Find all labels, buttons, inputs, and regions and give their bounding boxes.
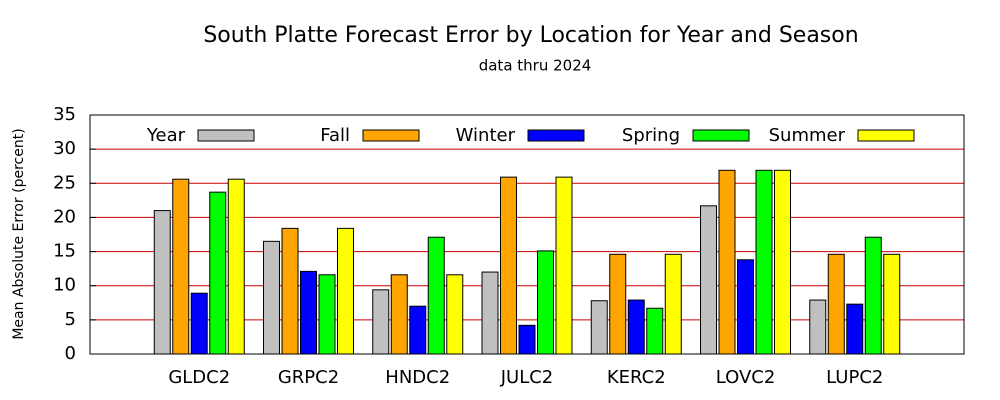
bar	[774, 169, 791, 355]
bar	[555, 176, 573, 355]
y-tick-label: 25	[53, 172, 76, 193]
x-tick-label: LOVC2	[716, 367, 776, 388]
bar	[300, 270, 317, 355]
bar	[209, 191, 227, 355]
x-tick-label: JULC2	[500, 367, 554, 388]
bar	[537, 250, 554, 355]
legend-label: Winter	[456, 125, 516, 146]
bar	[737, 259, 754, 355]
bar	[609, 253, 627, 355]
legend-swatch	[197, 129, 255, 142]
legend-label: Fall	[320, 125, 350, 146]
x-tick-label: KERC2	[607, 367, 666, 388]
y-tick-label: 30	[53, 138, 76, 159]
bar	[864, 236, 882, 355]
legend-label: Spring	[622, 125, 680, 146]
bar	[281, 227, 299, 355]
bar	[427, 236, 445, 355]
legend-swatch	[527, 129, 585, 142]
legend-swatch	[857, 129, 915, 142]
bar	[846, 303, 864, 355]
bar	[318, 274, 336, 355]
bar	[664, 253, 682, 355]
y-tick-label: 15	[53, 241, 76, 262]
bar	[827, 253, 845, 355]
x-tick-label: GRPC2	[278, 367, 339, 388]
bar	[718, 169, 736, 355]
bar	[646, 307, 664, 355]
bar	[190, 292, 208, 355]
legend-swatch	[362, 129, 420, 142]
bar	[700, 205, 717, 355]
bar	[809, 299, 827, 355]
y-axis-label: Mean Absolute Error (percent)	[11, 128, 27, 339]
bar	[263, 240, 280, 355]
bar	[337, 227, 354, 355]
bar	[172, 178, 190, 355]
bar	[883, 253, 901, 355]
y-tick-label: 35	[53, 104, 76, 125]
bar	[755, 169, 773, 355]
bar	[500, 176, 517, 355]
bar	[481, 271, 499, 355]
y-tick-label: 20	[53, 206, 76, 227]
x-tick-label: HNDC2	[385, 367, 450, 388]
x-tick-label: LUPC2	[826, 367, 883, 388]
bar	[627, 299, 645, 355]
bar	[153, 210, 171, 355]
bar	[227, 178, 245, 355]
legend-swatch	[692, 129, 750, 142]
y-tick-label: 10	[53, 275, 76, 296]
chart-subtitle: data thru 2024	[479, 57, 592, 75]
legend-label: Year	[146, 125, 186, 146]
y-tick-label: 0	[65, 343, 76, 364]
y-tick-label: 5	[65, 309, 76, 330]
bar	[390, 274, 408, 355]
bar	[372, 289, 390, 355]
chart-title: South Platte Forecast Error by Location …	[203, 23, 858, 48]
x-tick-label: GLDC2	[168, 367, 230, 388]
legend-label: Summer	[769, 125, 846, 146]
bar	[518, 324, 536, 355]
bar	[409, 305, 427, 355]
bar	[590, 300, 608, 355]
bar	[446, 274, 464, 355]
